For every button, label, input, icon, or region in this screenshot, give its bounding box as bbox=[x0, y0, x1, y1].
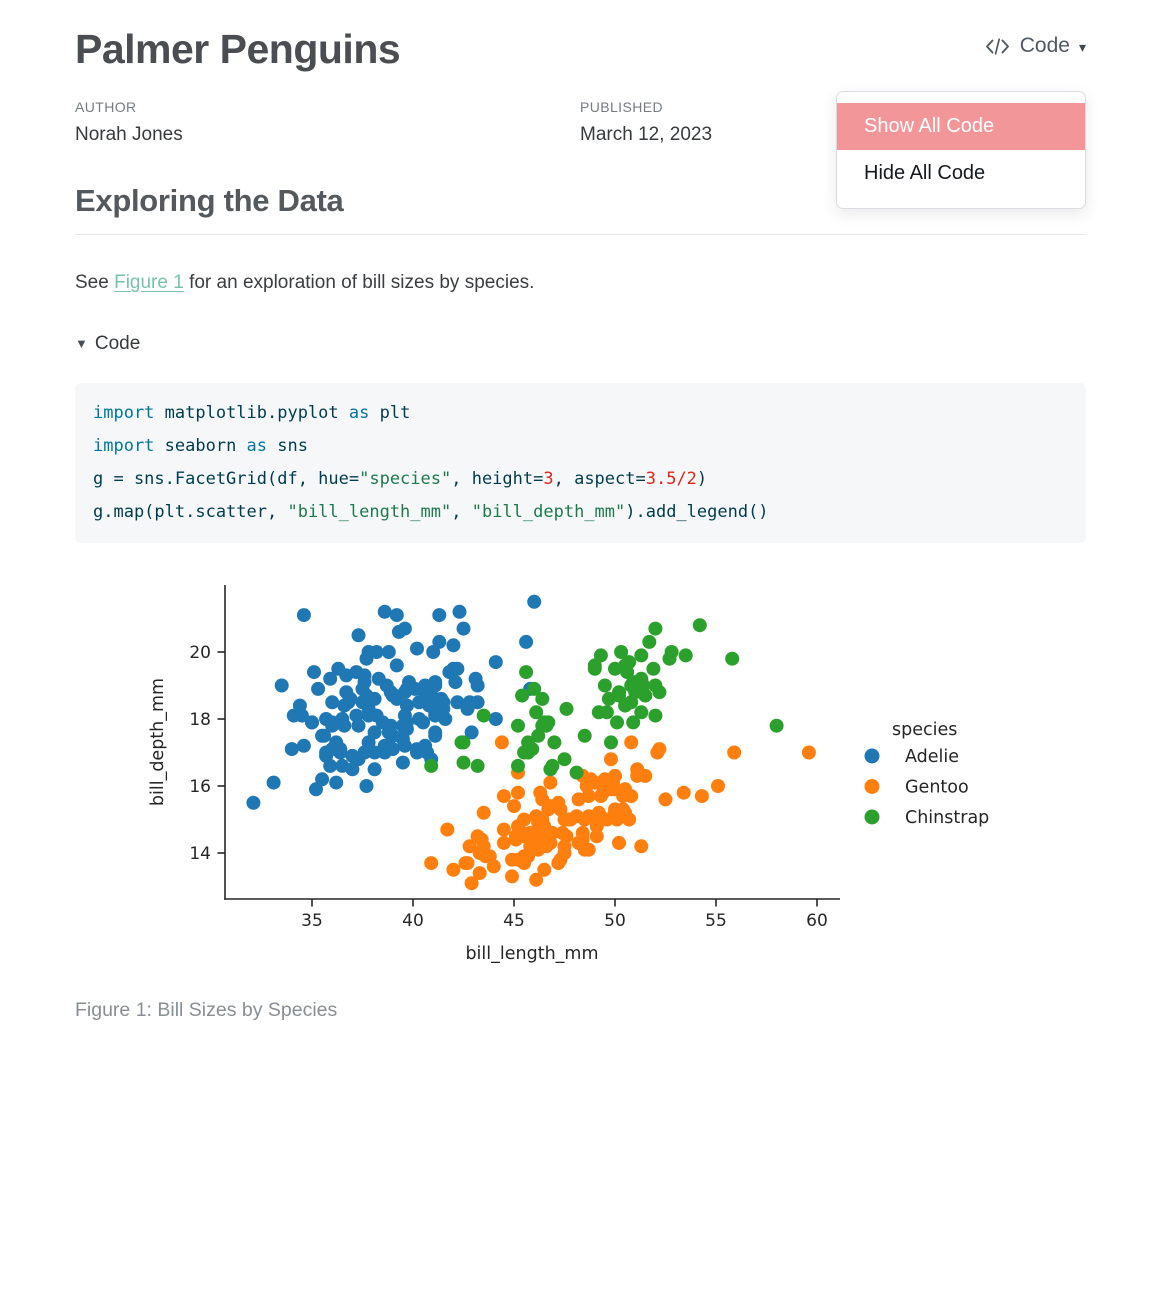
scatter-plot: 35 40 45 50 55 60 14 16 18 20 bill_length_mm bill_d… bbox=[148, 584, 989, 964]
svg-text:20: 20 bbox=[189, 643, 211, 663]
code-line: g.map(plt.scatter, "bill_length_mm", "bi… bbox=[93, 501, 769, 522]
code-fold-label: Code bbox=[94, 332, 141, 354]
svg-text:45: 45 bbox=[503, 911, 525, 931]
menu-item-show-all-code[interactable]: Show All Code bbox=[837, 103, 1085, 150]
svg-text:species: species bbox=[892, 720, 957, 740]
svg-text:Gentoo: Gentoo bbox=[905, 777, 969, 797]
caret-down-icon: ▾ bbox=[1078, 38, 1086, 55]
published-label: PUBLISHED bbox=[580, 99, 663, 116]
figure-caption: Figure 1: Bill Sizes by Species bbox=[75, 998, 338, 1021]
svg-text:35: 35 bbox=[301, 911, 323, 931]
paragraph-suffix: for an exploration of bill sizes by spec… bbox=[183, 272, 535, 294]
code-icon bbox=[984, 37, 1011, 56]
code-block: import matplotlib.pyplot as plt import se… bbox=[75, 382, 1086, 543]
svg-text:40: 40 bbox=[402, 911, 424, 931]
author-value: Norah Jones bbox=[75, 124, 183, 146]
title-row: Palmer Penguins Code ▾ Show All Code Hide… bbox=[75, 26, 1086, 209]
svg-text:18: 18 bbox=[189, 710, 211, 730]
author-label: AUTHOR bbox=[75, 99, 137, 116]
svg-text:50: 50 bbox=[604, 911, 626, 931]
published-value: March 12, 2023 bbox=[580, 124, 713, 146]
figure-1: 35 40 45 50 55 60 14 16 18 20 bill_length_mm bill_d… bbox=[75, 573, 1086, 1022]
svg-text:Adelie: Adelie bbox=[905, 747, 959, 767]
published-column: PUBLISHED March 12, 2023 bbox=[580, 99, 1085, 146]
intro-paragraph: See Figure 1 for an exploration of bill … bbox=[75, 269, 1086, 297]
page-title: Palmer Penguins bbox=[75, 26, 401, 72]
menu-item-hide-all-code[interactable]: Hide All Code bbox=[864, 162, 986, 184]
code-tools-menu: Show All Code Hide All Code bbox=[836, 91, 1086, 209]
section-heading: Exploring the Data bbox=[75, 183, 1086, 236]
code-fold-toggle[interactable]: ▼ Code bbox=[75, 333, 1086, 355]
author-column: AUTHOR Norah Jones bbox=[75, 99, 580, 146]
figure-link[interactable]: Figure 1 bbox=[114, 272, 184, 294]
svg-text:60: 60 bbox=[806, 911, 828, 931]
document-page: Palmer Penguins Code ▾ Show All Code Hide… bbox=[75, 26, 1086, 1022]
metadata-block: AUTHOR Norah Jones PUBLISHED March 12, 2… bbox=[75, 99, 1086, 146]
svg-text:bill_depth_mm: bill_depth_mm bbox=[148, 678, 168, 806]
code-tools-label: Code bbox=[1019, 34, 1070, 57]
code-line: g = sns.FacetGrid(df, hue="species", hei… bbox=[93, 468, 708, 489]
code-line: import seaborn as sns bbox=[93, 435, 308, 456]
code-line: import matplotlib.pyplot as plt bbox=[93, 402, 411, 423]
paragraph-prefix: See bbox=[75, 272, 115, 294]
collapse-triangle-icon: ▼ bbox=[75, 336, 88, 352]
svg-text:bill_length_mm: bill_length_mm bbox=[465, 944, 598, 964]
code-tools-button[interactable]: Code ▾ bbox=[984, 34, 1086, 58]
svg-text:Chinstrap: Chinstrap bbox=[905, 808, 989, 828]
svg-text:16: 16 bbox=[189, 777, 211, 797]
code-tools: Code ▾ Show All Code Hide All Code bbox=[836, 34, 1086, 209]
svg-text:55: 55 bbox=[705, 911, 727, 931]
svg-text:14: 14 bbox=[189, 844, 211, 864]
